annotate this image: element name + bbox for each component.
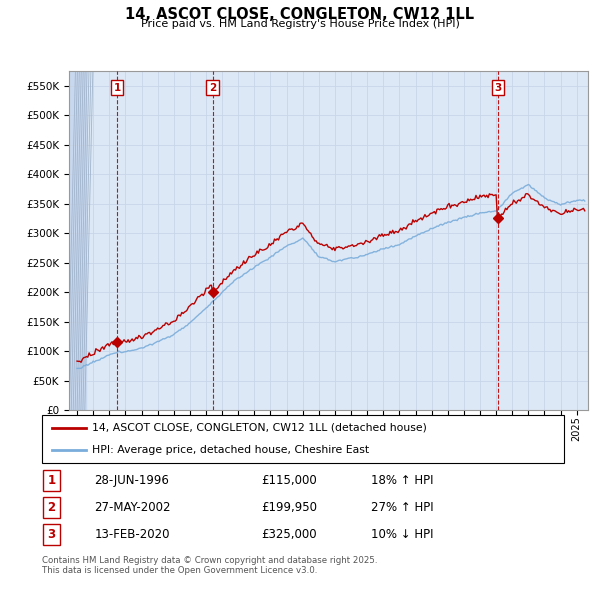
Text: £115,000: £115,000 bbox=[261, 474, 317, 487]
Text: Contains HM Land Registry data © Crown copyright and database right 2025.: Contains HM Land Registry data © Crown c… bbox=[42, 556, 377, 565]
Text: 1: 1 bbox=[47, 474, 55, 487]
Text: 2: 2 bbox=[47, 501, 55, 514]
Text: 3: 3 bbox=[47, 528, 55, 541]
Text: 27-MAY-2002: 27-MAY-2002 bbox=[94, 501, 171, 514]
Text: 13-FEB-2020: 13-FEB-2020 bbox=[94, 528, 170, 541]
Text: 28-JUN-1996: 28-JUN-1996 bbox=[94, 474, 169, 487]
Text: 14, ASCOT CLOSE, CONGLETON, CW12 1LL (detached house): 14, ASCOT CLOSE, CONGLETON, CW12 1LL (de… bbox=[92, 423, 427, 433]
Text: Price paid vs. HM Land Registry's House Price Index (HPI): Price paid vs. HM Land Registry's House … bbox=[140, 19, 460, 29]
Text: HPI: Average price, detached house, Cheshire East: HPI: Average price, detached house, Ches… bbox=[92, 445, 369, 455]
Text: 2: 2 bbox=[209, 83, 216, 93]
Text: £199,950: £199,950 bbox=[261, 501, 317, 514]
Text: 18% ↑ HPI: 18% ↑ HPI bbox=[371, 474, 433, 487]
Text: £325,000: £325,000 bbox=[261, 528, 317, 541]
Text: This data is licensed under the Open Government Licence v3.0.: This data is licensed under the Open Gov… bbox=[42, 566, 317, 575]
Text: 27% ↑ HPI: 27% ↑ HPI bbox=[371, 501, 433, 514]
Text: 1: 1 bbox=[113, 83, 121, 93]
Text: 14, ASCOT CLOSE, CONGLETON, CW12 1LL: 14, ASCOT CLOSE, CONGLETON, CW12 1LL bbox=[125, 7, 475, 22]
Text: 3: 3 bbox=[494, 83, 502, 93]
Text: 10% ↓ HPI: 10% ↓ HPI bbox=[371, 528, 433, 541]
Bar bbox=[69, 71, 86, 410]
